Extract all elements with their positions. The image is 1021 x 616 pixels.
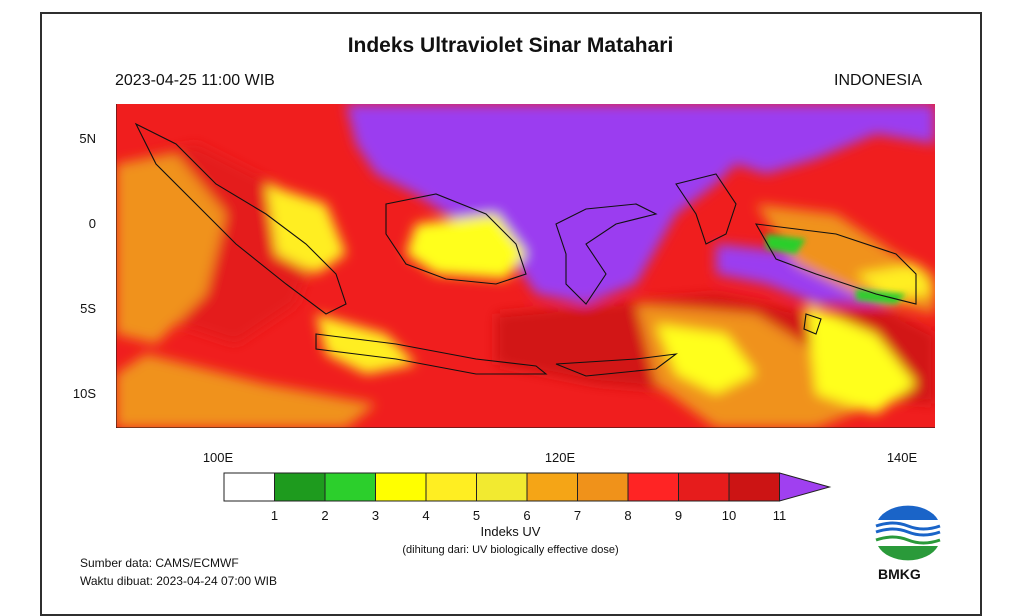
colorbar-tick-label: 8: [624, 508, 632, 523]
colorbar-tick-label: 4: [422, 508, 430, 523]
colorbar-cell: [375, 472, 427, 502]
bmkg-logo-icon: [875, 505, 941, 561]
colorbar-cell: [274, 472, 326, 502]
colorbar-tick-label: 6: [523, 508, 531, 523]
map-title: Indeks Ultraviolet Sinar Matahari: [347, 34, 674, 57]
uv-colorbar: [223, 472, 832, 502]
colorbar-tick-label: 3: [371, 508, 380, 523]
lat-label-5n: 5N: [79, 131, 96, 146]
colorbar-note: (dihitung dari: UV biologically effectiv…: [402, 544, 619, 556]
colorbar-cell: [678, 472, 730, 502]
colorbar-tick-label: 10: [721, 508, 737, 523]
lat-label-0: 0: [88, 216, 96, 231]
colorbar-cell: [425, 472, 477, 502]
colorbar-cell: [476, 472, 528, 502]
bmkg-logo-text: BMKG: [878, 566, 921, 582]
colorbar-cell: [223, 472, 275, 502]
colorbar-cell: [324, 472, 376, 502]
lon-label-120e: 120E: [544, 450, 576, 465]
colorbar-tick-label: 9: [674, 508, 683, 523]
colorbar-tick-label: 7: [573, 508, 582, 523]
colorbar-tick-label: 2: [321, 508, 329, 523]
data-source: Sumber data: CAMS/ECMWF: [80, 556, 239, 570]
colorbar-tick-label: 1: [270, 508, 279, 523]
colorbar-cell: [627, 472, 679, 502]
uv-index-map: [116, 104, 935, 428]
colorbar-tick-label: 11: [772, 508, 787, 523]
colorbar-cell: [728, 472, 780, 502]
colorbar-cell: [526, 472, 578, 502]
colorbar-cell: [577, 472, 629, 502]
datetime-label: 2023-04-25 11:00 WIB: [115, 72, 275, 89]
lat-label-5s: 5S: [80, 301, 96, 316]
colorbar-overflow-arrow: [779, 472, 832, 502]
lon-label-100e: 100E: [202, 450, 234, 465]
region-label: INDONESIA: [834, 72, 923, 89]
colorbar-tick-label: 5: [472, 508, 481, 523]
lon-label-140e: 140E: [886, 450, 918, 465]
issued-time: Waktu dibuat: 2023-04-24 07:00 WIB: [80, 574, 278, 588]
colorbar-title: Indeks UV: [480, 524, 541, 539]
lat-label-10s: 10S: [72, 386, 96, 401]
